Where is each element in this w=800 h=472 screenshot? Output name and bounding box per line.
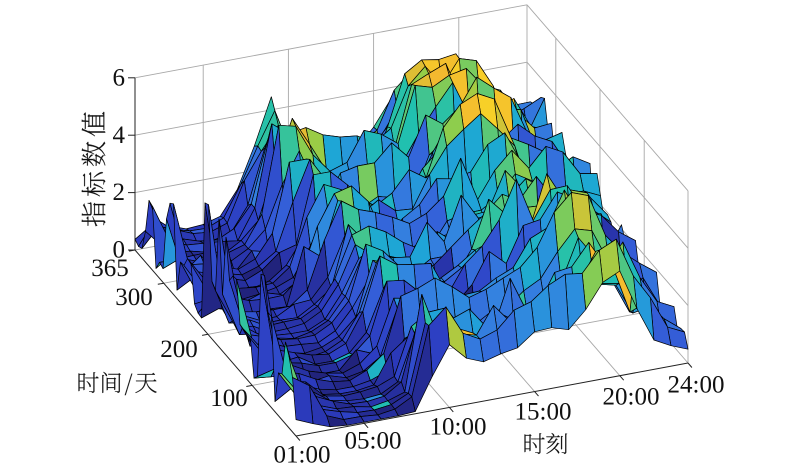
svg-text:100: 100 [210,385,248,412]
svg-text:01:00: 01:00 [274,442,331,469]
svg-text:6: 6 [113,64,126,91]
svg-text:2: 2 [113,179,126,206]
svg-text:15:00: 15:00 [515,399,572,426]
svg-text:365: 365 [91,255,129,282]
svg-text:05:00: 05:00 [345,428,402,455]
svg-text:10:00: 10:00 [430,414,487,441]
svg-text:20:00: 20:00 [603,384,660,411]
svg-text:24:00: 24:00 [668,372,725,399]
svg-text:200: 200 [160,336,198,363]
svg-text:4: 4 [113,122,126,149]
svg-text:300: 300 [115,284,153,311]
svg-text:0: 0 [113,237,126,264]
